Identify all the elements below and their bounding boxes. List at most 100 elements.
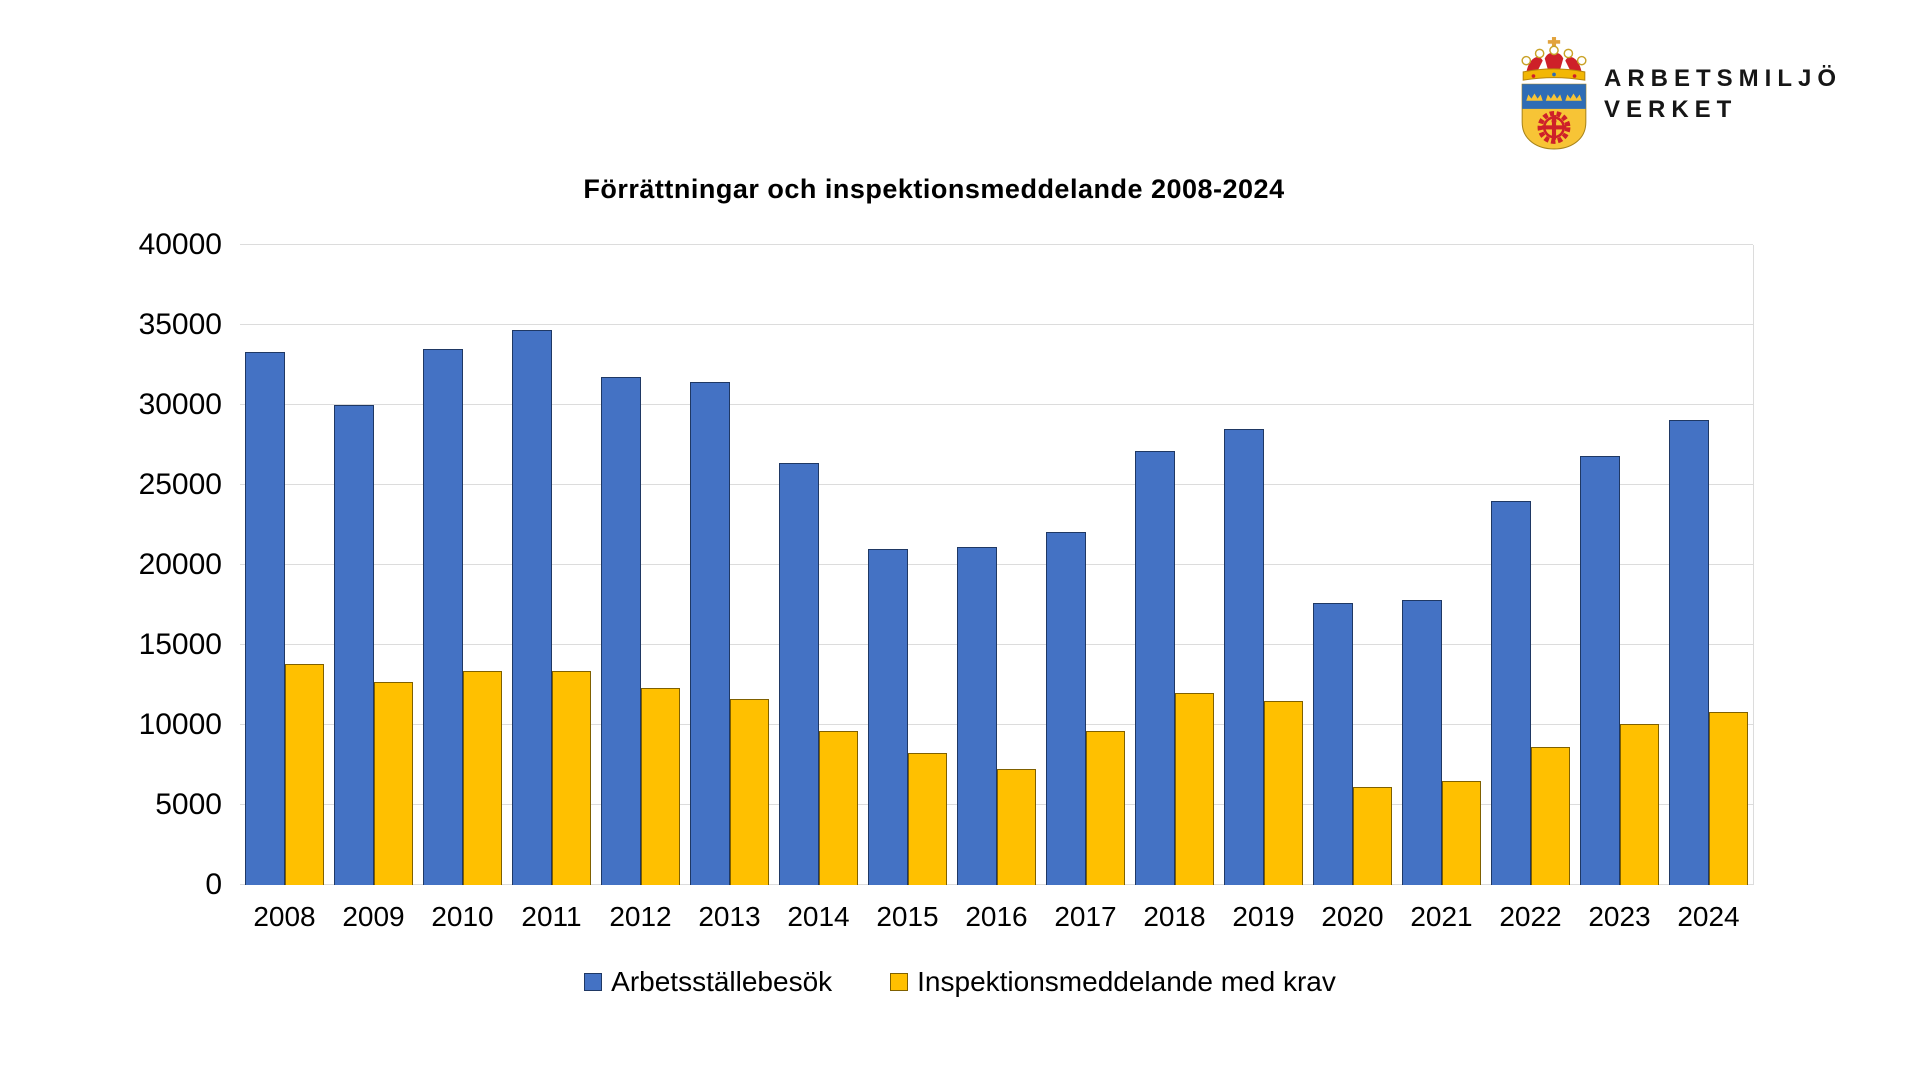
x-tick-2020: 2020 <box>1321 901 1384 932</box>
bar-inspektionsmeddelande-med-krav-2016 <box>996 769 1036 885</box>
legend-label-inspektionsmeddelande: Inspektionsmeddelande med krav <box>917 966 1336 997</box>
plot-area <box>240 244 1754 885</box>
x-tick-2019: 2019 <box>1232 901 1295 932</box>
bar-group-2014 <box>774 245 863 885</box>
bar-inspektionsmeddelande-med-krav-2022 <box>1530 746 1570 885</box>
x-tick-2014: 2014 <box>787 901 850 932</box>
bar-inspektionsmeddelande-med-krav-2010 <box>462 670 502 885</box>
bar-group-2022 <box>1486 245 1575 885</box>
x-tick-2008: 2008 <box>253 901 316 932</box>
legend-item-arbetsstallebesok: Arbetsställebesök <box>584 966 832 998</box>
gridline-15000 <box>240 644 1753 645</box>
legend-item-inspektionsmeddelande: Inspektionsmeddelande med krav <box>890 966 1336 998</box>
bar-group-2019 <box>1219 245 1308 885</box>
bar-arbetsstallebesok-2013 <box>690 381 730 885</box>
bar-inspektionsmeddelande-med-krav-2024 <box>1708 712 1748 885</box>
x-tick-2023: 2023 <box>1588 901 1651 932</box>
y-tick-35000: 35000 <box>138 308 222 341</box>
bar-inspektionsmeddelande-med-krav-2008 <box>284 664 324 885</box>
y-tick-5000: 5000 <box>155 788 222 821</box>
bar-group-2008 <box>240 245 329 885</box>
bar-arbetsstallebesok-2020 <box>1313 602 1353 885</box>
bar-arbetsstallebesok-2012 <box>601 377 641 885</box>
x-tick-2017: 2017 <box>1054 901 1117 932</box>
gridline-30000 <box>240 404 1753 405</box>
logo-text-line2: VERKET <box>1603 95 1738 123</box>
y-tick-0: 0 <box>205 868 222 901</box>
bar-group-2010 <box>418 245 507 885</box>
legend-label-arbetsstallebesok: Arbetsställebesök <box>611 966 833 997</box>
bar-group-2018 <box>1130 245 1219 885</box>
legend: Arbetsställebesök Inspektionsmeddelande … <box>240 966 1680 998</box>
bar-group-2024 <box>1664 245 1753 885</box>
x-tick-2018: 2018 <box>1143 901 1206 932</box>
x-tick-2009: 2009 <box>342 901 405 932</box>
bar-inspektionsmeddelande-med-krav-2017 <box>1085 731 1125 885</box>
x-tick-2015: 2015 <box>876 901 939 932</box>
y-tick-25000: 25000 <box>138 468 222 501</box>
logo-wordmark: ARBETSMILJÖ VERKET <box>1604 63 1842 125</box>
y-tick-15000: 15000 <box>138 628 222 661</box>
bar-inspektionsmeddelande-med-krav-2014 <box>818 730 858 885</box>
bar-inspektionsmeddelande-med-krav-2015 <box>907 753 947 885</box>
y-tick-20000: 20000 <box>138 548 222 581</box>
x-tick-2010: 2010 <box>431 901 494 932</box>
y-axis-labels: 40000 35000 30000 25000 20000 15000 10000 5000 0 <box>100 228 222 901</box>
bar-arbetsstallebesok-2023 <box>1580 456 1620 885</box>
x-tick-2022: 2022 <box>1499 901 1562 932</box>
bar-group-2011 <box>507 245 596 885</box>
x-tick-2024: 2024 <box>1677 901 1740 932</box>
gridline-25000 <box>240 484 1753 485</box>
bar-inspektionsmeddelande-med-krav-2011 <box>551 670 591 885</box>
gridline-20000 <box>240 564 1753 565</box>
bar-inspektionsmeddelande-med-krav-2021 <box>1441 781 1481 885</box>
gridline-40000 <box>240 244 1753 245</box>
bar-inspektionsmeddelande-med-krav-2018 <box>1174 693 1214 885</box>
bar-group-2015 <box>863 245 952 885</box>
logo-text-line1: ARBETSMILJÖ <box>1603 64 1842 92</box>
y-tick-10000: 10000 <box>138 708 222 741</box>
bar-group-2013 <box>685 245 774 885</box>
y-tick-40000: 40000 <box>138 228 222 261</box>
bar-arbetsstallebesok-2009 <box>334 405 374 885</box>
x-tick-2016: 2016 <box>965 901 1028 932</box>
bar-inspektionsmeddelande-med-krav-2012 <box>640 688 680 885</box>
bar-group-2023 <box>1575 245 1664 885</box>
x-axis-labels: 2008 2009 2010 2011 2012 2013 2014 2015 2016 2017… <box>240 900 1753 934</box>
chart-title: Förrättningar och inspektionsmeddelande … <box>583 174 1285 204</box>
legend-swatch-yellow <box>890 973 909 991</box>
bar-arbetsstallebesok-2011 <box>512 329 552 885</box>
y-tick-30000: 30000 <box>138 388 222 421</box>
bars-container <box>240 245 1753 885</box>
bar-arbetsstallebesok-2008 <box>245 352 285 885</box>
bar-arbetsstallebesok-2017 <box>1046 532 1086 885</box>
bar-arbetsstallebesok-2024 <box>1669 420 1709 885</box>
bar-arbetsstallebesok-2016 <box>957 546 997 885</box>
bar-arbetsstallebesok-2015 <box>868 549 908 885</box>
bar-arbetsstallebesok-2014 <box>779 462 819 885</box>
bar-arbetsstallebesok-2018 <box>1135 451 1175 885</box>
bar-inspektionsmeddelande-med-krav-2009 <box>373 681 413 885</box>
bar-inspektionsmeddelande-med-krav-2019 <box>1263 701 1303 885</box>
x-tick-2021: 2021 <box>1410 901 1473 932</box>
x-tick-2011: 2011 <box>521 901 582 932</box>
bar-group-2009 <box>329 245 418 885</box>
x-tick-2013: 2013 <box>698 901 761 932</box>
bar-group-2021 <box>1397 245 1486 885</box>
bar-inspektionsmeddelande-med-krav-2020 <box>1352 787 1392 885</box>
legend-swatch-blue <box>584 973 603 991</box>
bar-arbetsstallebesok-2019 <box>1224 429 1264 885</box>
x-tick-2012: 2012 <box>609 901 672 932</box>
bar-group-2016 <box>952 245 1041 885</box>
arbetsmiljoverket-logo: ARBETSMILJÖ VERKET <box>1518 36 1842 151</box>
bar-arbetsstallebesok-2021 <box>1402 600 1442 885</box>
bar-inspektionsmeddelande-med-krav-2013 <box>729 699 769 885</box>
bar-arbetsstallebesok-2010 <box>423 349 463 885</box>
coat-of-arms-icon <box>1521 37 1587 150</box>
gridline-10000 <box>240 724 1753 725</box>
bar-arbetsstallebesok-2022 <box>1491 501 1531 885</box>
gridline-35000 <box>240 324 1753 325</box>
bar-group-2012 <box>596 245 685 885</box>
bar-group-2020 <box>1308 245 1397 885</box>
